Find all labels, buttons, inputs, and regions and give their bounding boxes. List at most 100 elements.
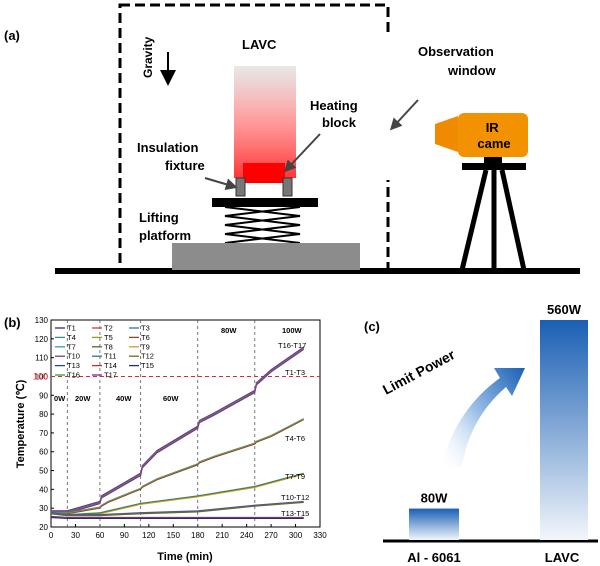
x-tick-label: 30 — [71, 531, 80, 540]
group-t7-t9: T7-T9 — [285, 472, 305, 481]
legend-entry: T1 — [67, 324, 76, 333]
series-line-t10 — [50, 500, 304, 516]
legend-entry: T14 — [104, 361, 117, 370]
x-axis-title: Time (min) — [157, 551, 213, 563]
stage-100w: 100W — [282, 326, 303, 335]
legend-entry: T7 — [67, 342, 76, 351]
series-line-t2 — [51, 347, 304, 512]
heat-glow — [234, 66, 296, 178]
camera-label: IR came — [477, 120, 510, 151]
panel-b: (b) 20 30 40 50 60 70 80 90 100 110 120 130 0 30 60 90… — [4, 315, 327, 563]
series-line-t12 — [50, 502, 304, 517]
legend-entry: T3 — [141, 324, 150, 333]
series-line-t6 — [51, 419, 304, 515]
legend-entry: T6 — [141, 333, 150, 342]
series-line-t7 — [50, 472, 304, 516]
legend-entry: T15 — [141, 361, 154, 370]
legend-entry: T8 — [104, 342, 113, 351]
group-t4-t6: T4-T6 — [285, 434, 305, 443]
tripod-leg-left — [459, 169, 489, 271]
series-line-t15 — [50, 517, 304, 520]
series-lines — [50, 346, 304, 520]
plot-frame — [50, 319, 321, 528]
insulation-arrow — [204, 177, 238, 191]
panel-c: (c) 80W 560W Al - 6061 LAVC Limit Power — [364, 302, 598, 565]
x-tick-label: 300 — [289, 531, 303, 540]
y-tick-label: 100 — [35, 372, 49, 381]
legend-entry: T5 — [104, 333, 113, 342]
window-arrow — [389, 99, 419, 131]
legend-entry: T12 — [141, 352, 154, 361]
y-tick-label: 20 — [39, 523, 48, 532]
legend-entry: T17 — [104, 371, 117, 380]
tripod-leg-right — [499, 169, 527, 271]
legend: T1 T2 T3 T4 T5 T6 T7 T8 T9 T10 T11 T12 T13 T14 T15 T16 T… — [55, 324, 154, 380]
group-t13-t15: T13-T15 — [281, 509, 309, 518]
group-t16-t17: T16-T17 — [278, 341, 306, 350]
bar-al-6061-value: 80W — [421, 491, 448, 506]
series-line-t13 — [50, 515, 304, 518]
y-tick-label: 130 — [35, 316, 49, 325]
legend-entry: T2 — [104, 324, 113, 333]
legend-entry: T11 — [104, 352, 116, 361]
legend-entry: T10 — [67, 352, 80, 361]
stage-40w: 40W — [116, 394, 132, 403]
observation-window-label: Observation window — [418, 44, 497, 78]
x-axis-ticks: 0 30 60 90 120 150 180 210 240 270 300 330 — [49, 524, 327, 540]
lifting-platform-label: Lifting platform — [139, 210, 191, 243]
limit-value: 100 — [33, 371, 48, 381]
camera-body — [458, 113, 528, 157]
bar-lavc-value: 560W — [547, 302, 582, 317]
group-t10-t12: T10-T12 — [281, 493, 309, 502]
bar-lavc-name: LAVC — [545, 550, 580, 565]
x-tick-label: 120 — [142, 531, 156, 540]
tripod-head — [462, 163, 526, 170]
x-tick-label: 330 — [313, 531, 327, 540]
x-tick-label: 150 — [167, 531, 181, 540]
stage-20w: 20W — [75, 394, 91, 403]
x-tick-label: 240 — [240, 531, 254, 540]
heating-block-arrow — [283, 133, 321, 173]
x-tick-label: 210 — [216, 531, 230, 540]
x-tick-label: 90 — [120, 531, 129, 540]
x-tick-label: 270 — [264, 531, 278, 540]
legend-entry: T16 — [67, 371, 80, 380]
series-line-t1 — [51, 346, 304, 512]
bar-lavc — [540, 320, 588, 540]
y-tick-label: 80 — [39, 410, 48, 419]
x-tick-label: 180 — [191, 531, 205, 540]
y-tick-label: 30 — [39, 504, 48, 513]
panel-c-label: (c) — [364, 319, 380, 334]
insulation-left — [235, 177, 246, 197]
panel-b-label: (b) — [4, 315, 21, 330]
camera-mount — [484, 157, 502, 163]
y-tick-label: 110 — [35, 354, 48, 363]
x-tick-label: 0 — [49, 531, 54, 540]
stage-80w: 80W — [221, 326, 237, 335]
camera-lens — [435, 116, 458, 152]
limit-power-label: Limit Power — [380, 346, 458, 398]
x-tick-label: 60 — [95, 531, 104, 540]
y-tick-label: 40 — [39, 485, 48, 494]
platform-top — [212, 198, 318, 207]
bar-al-6061-name: Al - 6061 — [407, 550, 460, 565]
gravity-label: Gravity — [141, 36, 155, 78]
legend-entry: T4 — [67, 333, 76, 342]
legend-entry: T13 — [67, 361, 80, 370]
heating-block-label: Heating block — [310, 98, 361, 130]
series-line-t3 — [51, 347, 304, 513]
insulation-right — [282, 177, 293, 197]
y-axis-title: Temperature (℃) — [15, 379, 27, 468]
platform-base — [172, 243, 360, 270]
panel-a-label: (a) — [4, 28, 20, 43]
limit-power-arrow — [440, 368, 525, 470]
y-tick-label: 70 — [39, 429, 48, 438]
y-tick-label: 120 — [35, 335, 49, 344]
insulation-fixture-label: Insulation fixture — [137, 140, 205, 173]
stage-0w: 0W — [54, 394, 66, 403]
legend-entry: T9 — [141, 342, 150, 351]
lavc-title: LAVC — [242, 37, 277, 52]
y-tick-label: 60 — [39, 448, 48, 457]
series-line-t16 — [51, 348, 304, 514]
